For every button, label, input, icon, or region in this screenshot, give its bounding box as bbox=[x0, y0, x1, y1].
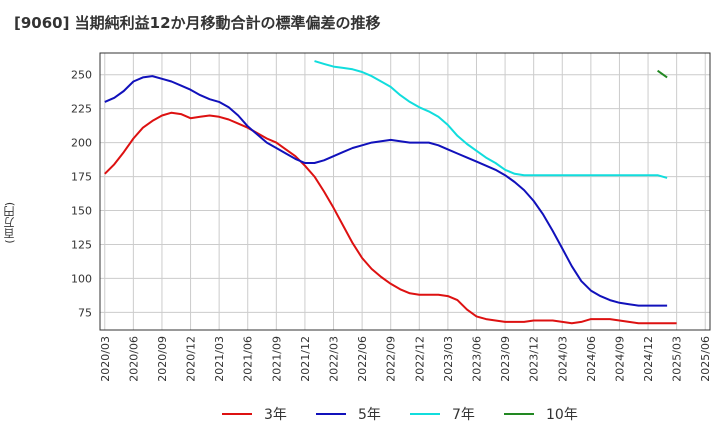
x-tick-labels: 2020/03 2020/06 2020/09 2020/12 2021/03 2021/… bbox=[99, 336, 712, 382]
legend-label: 5年 bbox=[358, 407, 381, 423]
x-tick-label: 2021/06 bbox=[242, 336, 255, 382]
x-tick-label: 2023/09 bbox=[499, 336, 512, 382]
x-tick-label: 2023/06 bbox=[470, 336, 483, 382]
grid-lines bbox=[100, 53, 710, 330]
x-tick-label: 2020/03 bbox=[99, 336, 112, 382]
y-tick-label: 175 bbox=[71, 171, 92, 184]
y-tick-labels: 75 100 125 150 175 200 225 250 bbox=[71, 69, 92, 320]
legend: 3年 5年 7年 10年 bbox=[222, 407, 578, 423]
x-tick-label: 2021/09 bbox=[270, 336, 283, 382]
x-tick-label: 2024/06 bbox=[585, 336, 598, 382]
y-tick-label: 250 bbox=[71, 69, 92, 82]
x-tick-label: 2022/03 bbox=[328, 336, 341, 382]
x-tick-label: 2021/03 bbox=[213, 336, 226, 382]
x-tick-label: 2023/03 bbox=[442, 336, 455, 382]
chart-title: [9060] 当期純利益12か月移動合計の標準偏差の推移 bbox=[14, 14, 381, 32]
x-tick-label: 2020/06 bbox=[127, 336, 140, 382]
y-tick-label: 75 bbox=[78, 306, 92, 319]
y-tick-label: 150 bbox=[71, 205, 92, 218]
series-lines bbox=[104, 60, 677, 325]
x-tick-label: 2024/03 bbox=[556, 336, 569, 382]
legend-label: 7年 bbox=[452, 407, 475, 423]
plot-area-frame bbox=[99, 52, 711, 331]
series-line bbox=[657, 69, 668, 79]
x-tick-label: 2023/12 bbox=[528, 336, 541, 382]
x-tick-label: 2022/06 bbox=[356, 336, 369, 382]
x-tick-label: 2025/03 bbox=[671, 336, 684, 382]
x-tick-label: 2024/09 bbox=[613, 336, 626, 382]
series-line bbox=[314, 60, 668, 179]
x-tick-label: 2022/09 bbox=[385, 336, 398, 382]
x-tick-label: 2024/12 bbox=[642, 336, 655, 382]
x-tick-label: 2020/09 bbox=[156, 336, 169, 382]
legend-label: 10年 bbox=[546, 407, 578, 423]
x-tick-label: 2025/06 bbox=[699, 336, 712, 382]
legend-label: 3年 bbox=[264, 407, 287, 423]
x-tick-label: 2022/12 bbox=[413, 336, 426, 382]
x-tick-label: 2020/12 bbox=[185, 336, 198, 382]
series-line bbox=[104, 75, 668, 307]
y-tick-label: 100 bbox=[71, 272, 92, 285]
y-tick-label: 225 bbox=[71, 103, 92, 116]
x-tick-label: 2021/12 bbox=[299, 336, 312, 382]
series-line bbox=[104, 111, 677, 325]
y-tick-label: 200 bbox=[71, 137, 92, 150]
y-tick-label: 125 bbox=[71, 238, 92, 251]
